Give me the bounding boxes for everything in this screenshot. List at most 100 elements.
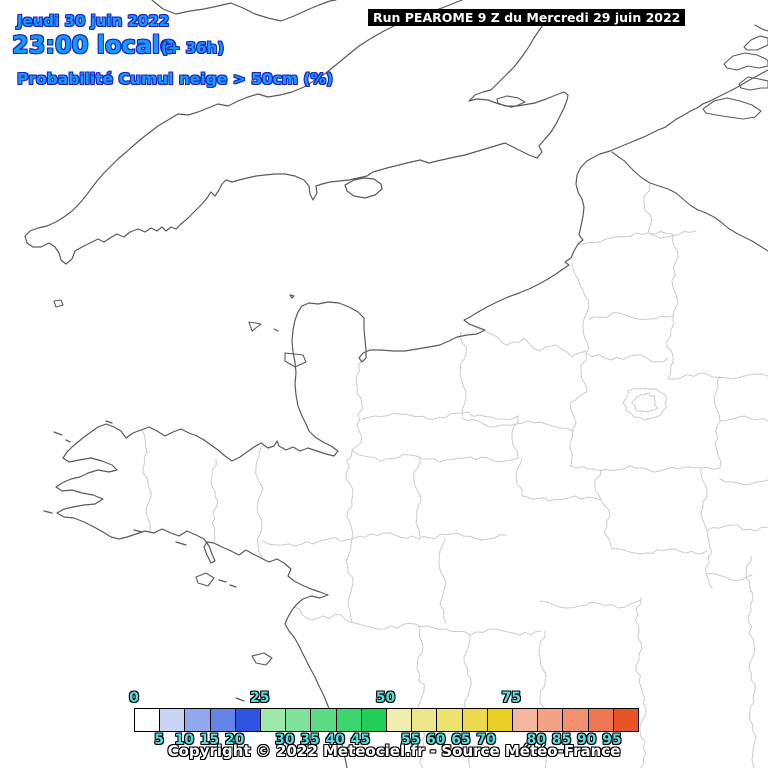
map-outline	[413, 455, 422, 538]
date-label: Jeudi 30 juin 2022	[17, 12, 170, 30]
map-outline	[65, 439, 71, 443]
map-outline	[671, 233, 679, 320]
map-outline	[723, 52, 768, 71]
legend-top-label: 25	[250, 690, 270, 706]
map-outline	[293, 606, 356, 624]
map-outline	[273, 328, 279, 332]
map-outline	[706, 524, 768, 532]
map-outline	[229, 584, 237, 588]
legend-cell	[538, 709, 564, 731]
map-outline	[133, 529, 143, 533]
map-outline	[702, 97, 762, 120]
legend-bottom-label: 15	[199, 732, 220, 748]
legend-top-label: 75	[501, 690, 521, 706]
map-outline	[445, 628, 542, 636]
probability-color-scale	[134, 708, 639, 732]
map-outline	[594, 469, 602, 501]
legend-cell	[235, 709, 262, 731]
map-outline	[53, 431, 63, 436]
map-outline	[351, 449, 519, 463]
map-outline	[24, 23, 569, 265]
map-outline	[634, 597, 643, 688]
legend-bottom-label: 90	[576, 732, 597, 748]
legend-cell	[387, 709, 413, 731]
map-outline	[631, 392, 659, 413]
legend-bottom-label: 80	[526, 732, 547, 748]
map-outline	[611, 151, 768, 252]
map-outline	[745, 555, 757, 768]
legend-top-label: 0	[129, 690, 139, 706]
legend-cell	[462, 709, 488, 731]
map-outline	[53, 299, 64, 308]
legend-cell	[412, 709, 438, 731]
map-outline	[251, 652, 273, 666]
time-label: 23:00 locale	[12, 31, 177, 59]
map-outline	[600, 499, 613, 550]
map-outline	[438, 538, 447, 624]
map-outline	[175, 541, 187, 546]
map-outline	[55, 69, 768, 768]
map-outline	[705, 530, 713, 589]
legend-bottom-label: 40	[325, 732, 345, 748]
map-outline	[351, 359, 363, 451]
map-outline	[461, 417, 574, 432]
map-outline	[344, 177, 383, 199]
legend-cell	[361, 709, 388, 731]
map-outline	[639, 686, 647, 768]
map-outline	[511, 415, 519, 459]
map-outline	[719, 478, 768, 486]
map-outline	[284, 352, 307, 368]
map-outline	[521, 495, 602, 502]
map-outline	[248, 321, 262, 332]
legend-bottom-label: 20	[224, 732, 245, 748]
map-outline	[105, 420, 113, 424]
legend-cell	[160, 709, 186, 731]
legend-cell	[588, 709, 614, 731]
map-outline	[569, 465, 702, 473]
map-outline	[643, 183, 674, 235]
map-outline	[580, 352, 588, 393]
map-outline	[569, 391, 588, 467]
variable-label: Probabilité Cumul neige > 50cm (%)	[17, 70, 334, 88]
legend-bottom-label: 70	[476, 732, 496, 748]
map-outline	[361, 411, 519, 420]
map-outline	[262, 537, 353, 547]
legend-bottom-label: 95	[602, 732, 622, 748]
legend-top-label: 50	[375, 690, 396, 706]
map-outline	[467, 322, 587, 358]
map-outline	[538, 630, 548, 768]
map-outline	[571, 262, 590, 354]
legend-bottom-label: 45	[350, 732, 371, 748]
map-outline	[496, 95, 526, 107]
map-outline	[354, 622, 447, 630]
map-outline	[705, 573, 753, 582]
map-outline	[235, 697, 245, 702]
map-outline	[577, 230, 697, 246]
map-outline	[255, 445, 264, 560]
map-outline	[611, 548, 708, 555]
map-outline	[539, 599, 642, 609]
legend-cell	[311, 709, 337, 731]
legend-cell	[437, 709, 463, 731]
map-outline	[738, 76, 768, 91]
map-outline	[666, 318, 674, 380]
map-outline	[43, 510, 53, 514]
legend-cell	[336, 709, 362, 731]
legend-bottom-label: 5	[154, 732, 165, 748]
legend-bottom-label: 85	[551, 732, 572, 748]
model-run-banner: Run PEAROME 9 Z du Mercredi 29 juin 2022	[368, 9, 686, 26]
legend-cell	[185, 709, 211, 731]
legend-cell	[513, 709, 539, 731]
map-outline	[700, 375, 722, 470]
legend-bottom-label: 10	[174, 732, 195, 748]
map-outline	[416, 624, 426, 768]
map-outline	[351, 532, 508, 541]
map-outline	[289, 294, 295, 299]
copyright-label: Copyright © 2022 Meteociel.fr - Source M…	[167, 742, 621, 760]
map-outline	[218, 579, 227, 583]
legend-cell	[563, 709, 589, 731]
map-outline	[585, 352, 669, 363]
map-outline	[667, 372, 768, 380]
